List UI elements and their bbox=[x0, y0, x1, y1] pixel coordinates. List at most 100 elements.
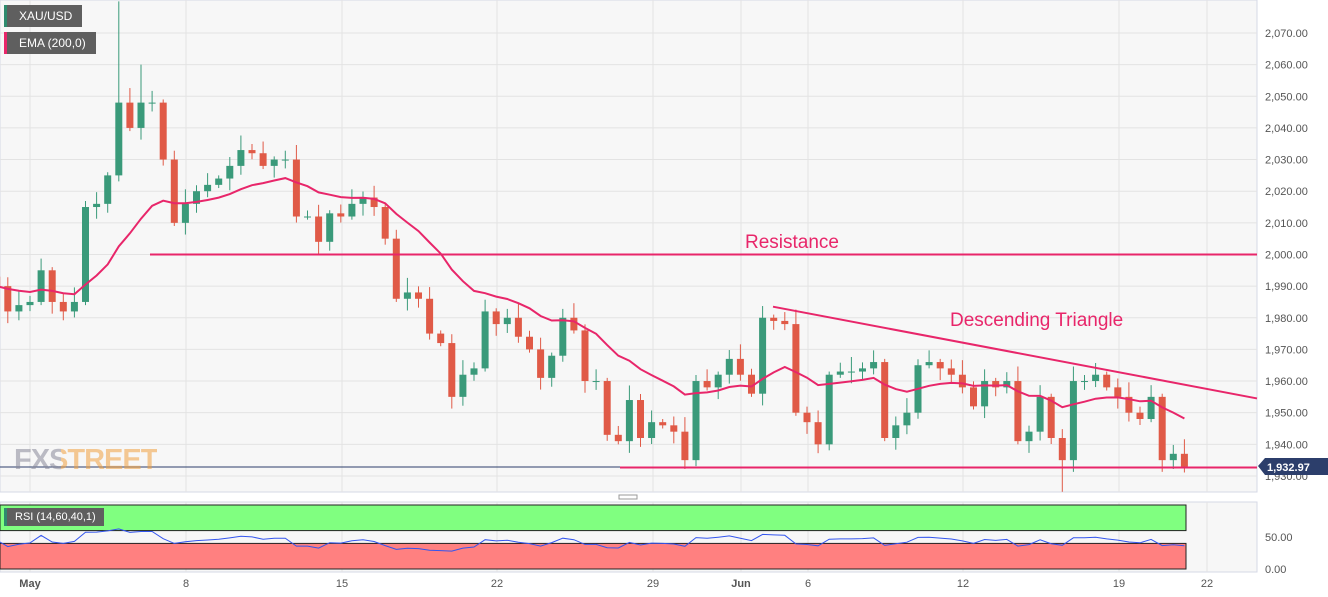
candle-body bbox=[470, 368, 478, 375]
symbol-legend[interactable]: XAU/USD bbox=[4, 5, 83, 27]
candle-body bbox=[748, 374, 755, 394]
x-tick-label: Jun bbox=[731, 578, 751, 590]
candle-body bbox=[315, 216, 323, 242]
candle-body bbox=[348, 203, 356, 217]
x-tick-label: 22 bbox=[1201, 578, 1213, 590]
candle-body bbox=[415, 292, 422, 299]
candle-body bbox=[1081, 381, 1088, 383]
candle-body bbox=[548, 355, 556, 378]
candle-body bbox=[248, 150, 256, 154]
candle-body bbox=[836, 371, 844, 375]
rsi-line bbox=[0, 528, 1185, 552]
candle-body bbox=[204, 184, 212, 192]
candle-body bbox=[237, 150, 245, 166]
candle-body bbox=[292, 159, 300, 217]
candle-body bbox=[792, 324, 800, 413]
candle-body bbox=[526, 336, 533, 350]
candle-body bbox=[859, 368, 866, 372]
candle-body bbox=[148, 102, 156, 104]
rsi-tick-label: 0.00 bbox=[1265, 564, 1286, 576]
candle-body bbox=[992, 381, 1000, 388]
candle-body bbox=[659, 422, 667, 426]
ema-line bbox=[0, 177, 1185, 420]
x-tick-label: 15 bbox=[336, 578, 348, 590]
y-tick-label: 1,980.00 bbox=[1265, 313, 1308, 325]
candle-body bbox=[1125, 396, 1133, 413]
candle-body bbox=[781, 320, 789, 325]
candle-body bbox=[814, 422, 822, 445]
y-tick-label: 2,070.00 bbox=[1265, 28, 1308, 40]
candle-body bbox=[1169, 453, 1177, 461]
watermark-text: FXSTREET bbox=[14, 444, 158, 476]
candle-body bbox=[59, 301, 67, 312]
candle-body bbox=[1103, 374, 1111, 388]
x-tick-label: 29 bbox=[647, 578, 659, 590]
candle-body bbox=[581, 330, 589, 382]
y-tick-label: 2,030.00 bbox=[1265, 155, 1308, 167]
candle-body bbox=[681, 431, 689, 461]
panel-resize-handle[interactable] bbox=[618, 494, 638, 500]
candle-body bbox=[381, 207, 389, 239]
candle-body bbox=[137, 102, 145, 128]
candle-body bbox=[1069, 381, 1077, 461]
y-tick-label: 2,020.00 bbox=[1265, 186, 1308, 198]
candle-body bbox=[714, 374, 722, 388]
candle-body bbox=[559, 317, 567, 356]
candle-body bbox=[614, 434, 622, 442]
candle-body bbox=[637, 400, 644, 438]
candle-body bbox=[648, 422, 656, 438]
y-tick-label: 1,960.00 bbox=[1265, 376, 1308, 388]
y-tick-label: 2,050.00 bbox=[1265, 91, 1308, 103]
candle-body bbox=[1180, 453, 1188, 467]
candle-body bbox=[337, 213, 345, 217]
candle-body bbox=[426, 298, 434, 334]
candle-body bbox=[870, 362, 878, 369]
candle-body bbox=[359, 197, 367, 204]
candle-body bbox=[126, 102, 134, 128]
y-tick-label: 1,970.00 bbox=[1265, 344, 1308, 356]
candle-body bbox=[403, 292, 411, 299]
candle-body bbox=[847, 371, 855, 373]
fxstreet-watermark: FXSTREET bbox=[14, 444, 158, 477]
candle-body bbox=[193, 191, 200, 204]
candle-body bbox=[770, 317, 778, 321]
candle-body bbox=[170, 159, 178, 223]
rsi-label: RSI (14,60,40,1) bbox=[15, 511, 96, 523]
candle-body bbox=[48, 270, 56, 302]
candle-body bbox=[892, 425, 900, 438]
candle-body bbox=[925, 362, 933, 366]
candle-body bbox=[1147, 396, 1155, 420]
candle-body bbox=[15, 305, 23, 312]
symbol-label: XAU/USD bbox=[19, 9, 73, 23]
candle-body bbox=[26, 301, 34, 306]
x-tick-label: May bbox=[19, 578, 41, 590]
descending-triangle-line bbox=[772, 305, 1258, 400]
candle-body bbox=[803, 412, 811, 423]
candle-body bbox=[392, 238, 400, 299]
current-price-value: 1,932.97 bbox=[1267, 462, 1310, 474]
candle-body bbox=[825, 374, 833, 445]
x-tick-label: 19 bbox=[1113, 578, 1125, 590]
candle-body bbox=[625, 400, 633, 442]
candle-body bbox=[104, 175, 112, 204]
candle-body bbox=[304, 216, 311, 218]
y-tick-label: 2,060.00 bbox=[1265, 60, 1308, 72]
y-tick-label: 2,000.00 bbox=[1265, 249, 1308, 261]
candle-body bbox=[93, 203, 101, 208]
candle-body bbox=[270, 159, 278, 166]
rsi-legend[interactable]: RSI (14,60,40,1) bbox=[4, 508, 104, 526]
candle-body bbox=[1158, 396, 1166, 461]
ema-legend[interactable]: EMA (200,0) bbox=[4, 32, 96, 54]
x-tick-label: 6 bbox=[805, 578, 811, 590]
candle-body bbox=[725, 358, 733, 375]
rsi-tick-label: 50.00 bbox=[1265, 532, 1293, 544]
candle-body bbox=[4, 286, 12, 312]
candle-body bbox=[226, 165, 234, 179]
resistance-label: Resistance bbox=[745, 232, 839, 253]
candle-body bbox=[514, 317, 522, 337]
candle-body bbox=[592, 381, 600, 383]
candle-body bbox=[1092, 374, 1100, 382]
candle-body bbox=[37, 270, 45, 302]
x-tick-label: 22 bbox=[491, 578, 503, 590]
candle-body bbox=[947, 368, 955, 375]
